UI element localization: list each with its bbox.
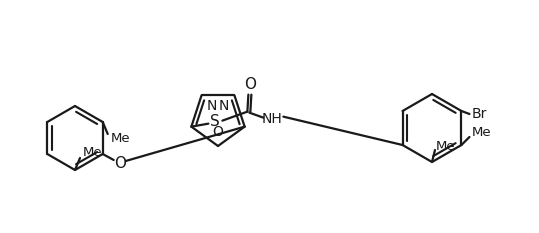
Text: Br: Br [472,107,487,121]
Text: N: N [206,99,217,113]
Text: NH: NH [262,112,283,126]
Text: Me: Me [83,147,102,160]
Text: S: S [211,114,220,129]
Text: O: O [244,77,257,92]
Text: Me: Me [110,133,130,145]
Text: Me: Me [472,127,491,140]
Text: O: O [114,157,126,171]
Text: O: O [212,125,224,139]
Text: Me: Me [436,140,455,153]
Text: N: N [219,99,230,113]
